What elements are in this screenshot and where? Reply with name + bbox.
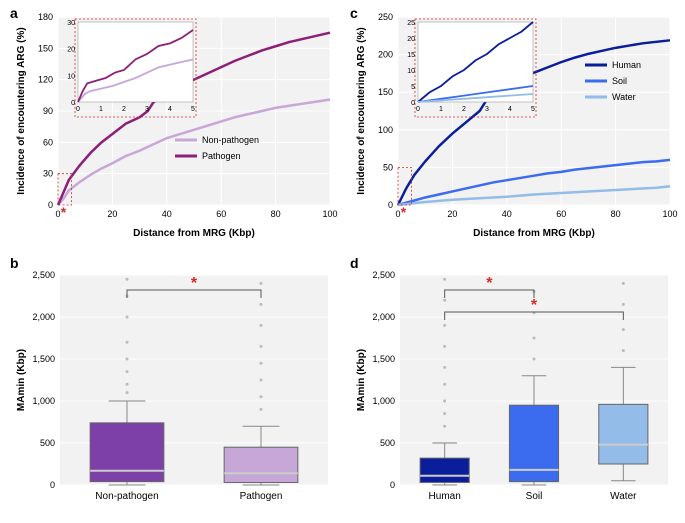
svg-text:100: 100	[322, 209, 337, 219]
svg-text:2,500: 2,500	[372, 270, 395, 280]
svg-text:2,000: 2,000	[32, 312, 55, 322]
box-chart-d: 0 500 1,000 1,500 2,000 2,500 Human Soil Water MA…	[350, 255, 680, 510]
svg-text:200: 200	[378, 50, 393, 60]
svg-text:150: 150	[378, 87, 393, 97]
svg-text:MAmin (Kbp): MAmin (Kbp)	[16, 349, 27, 411]
svg-text:0: 0	[388, 200, 393, 210]
svg-text:Distance from MRG (Kbp): Distance from MRG (Kbp)	[133, 228, 255, 239]
svg-text:0: 0	[390, 480, 395, 490]
svg-text:Incidence of encountering ARG: Incidence of encountering ARG (%)	[16, 27, 27, 194]
svg-text:2: 2	[462, 106, 466, 113]
svg-text:3: 3	[145, 106, 149, 113]
svg-text:Pathogen: Pathogen	[202, 151, 241, 161]
svg-text:4: 4	[508, 106, 512, 113]
svg-text:Water: Water	[610, 491, 637, 502]
svg-text:10: 10	[67, 73, 75, 80]
svg-text:0: 0	[411, 100, 415, 107]
svg-text:MAmin (Kbp): MAmin (Kbp)	[356, 349, 367, 411]
panel-d-label: d	[350, 255, 359, 271]
svg-text:15: 15	[407, 52, 415, 59]
svg-text:2,000: 2,000	[372, 312, 395, 322]
svg-text:Water: Water	[612, 92, 636, 102]
svg-text:4: 4	[168, 106, 172, 113]
svg-text:Human: Human	[429, 491, 461, 502]
svg-text:1: 1	[99, 106, 103, 113]
svg-text:100: 100	[378, 125, 393, 135]
svg-text:5: 5	[191, 106, 195, 113]
svg-text:Human: Human	[612, 60, 641, 70]
svg-text:30: 30	[43, 169, 53, 179]
panel-b: b 0 500 1,000 1,500 2,000 2,500 Non-pathogen Pa…	[10, 255, 340, 510]
svg-text:40: 40	[502, 209, 512, 219]
svg-text:500: 500	[40, 438, 55, 448]
svg-text:60: 60	[43, 137, 53, 147]
svg-text:5: 5	[531, 106, 535, 113]
panel-b-label: b	[10, 255, 19, 271]
svg-text:60: 60	[216, 209, 226, 219]
svg-text:5: 5	[411, 84, 415, 91]
svg-text:60: 60	[556, 209, 566, 219]
svg-text:20: 20	[107, 209, 117, 219]
svg-text:180: 180	[38, 12, 53, 22]
svg-text:2: 2	[122, 106, 126, 113]
svg-text:80: 80	[611, 209, 621, 219]
svg-text:100: 100	[662, 209, 677, 219]
svg-text:500: 500	[380, 438, 395, 448]
svg-text:*: *	[401, 204, 407, 220]
svg-text:20: 20	[447, 209, 457, 219]
svg-text:*: *	[61, 204, 67, 220]
svg-text:*: *	[191, 275, 198, 292]
panel-c: c 050100150200250020406080100Distance fr…	[350, 5, 680, 240]
svg-text:*: *	[486, 275, 493, 292]
svg-text:30: 30	[67, 20, 75, 27]
svg-text:*: *	[531, 297, 538, 314]
svg-text:20: 20	[407, 36, 415, 43]
svg-text:Distance from MRG (Kbp): Distance from MRG (Kbp)	[473, 228, 595, 239]
panel-d: d 0 500 1,000 1,500 2,000 2,500 Human Soil Water…	[350, 255, 680, 510]
svg-text:250: 250	[378, 12, 393, 22]
panel-c-label: c	[350, 5, 358, 21]
svg-text:40: 40	[162, 209, 172, 219]
svg-text:1,000: 1,000	[372, 396, 395, 406]
svg-text:0: 0	[50, 480, 55, 490]
svg-text:3: 3	[485, 106, 489, 113]
svg-text:0: 0	[76, 106, 80, 113]
line-chart-a: 0306090120150180020406080100Distance fro…	[10, 5, 340, 240]
svg-text:Non-pathogen: Non-pathogen	[95, 491, 158, 502]
svg-text:20: 20	[67, 47, 75, 54]
svg-text:50: 50	[383, 162, 393, 172]
svg-text:Non-pathogen: Non-pathogen	[202, 135, 259, 145]
panel-a-label: a	[10, 5, 18, 21]
svg-text:Soil: Soil	[526, 491, 543, 502]
svg-text:0: 0	[416, 106, 420, 113]
svg-text:90: 90	[43, 106, 53, 116]
svg-text:1: 1	[439, 106, 443, 113]
svg-text:1,000: 1,000	[32, 396, 55, 406]
svg-text:2,500: 2,500	[32, 270, 55, 280]
svg-text:0: 0	[71, 100, 75, 107]
svg-text:80: 80	[271, 209, 281, 219]
svg-text:25: 25	[407, 20, 415, 27]
svg-text:Pathogen: Pathogen	[240, 491, 283, 502]
svg-text:10: 10	[407, 68, 415, 75]
svg-text:1,500: 1,500	[372, 354, 395, 364]
svg-text:0: 0	[48, 200, 53, 210]
panel-a: a 0306090120150180020406080100Distance f…	[10, 5, 340, 240]
svg-text:Incidence of encountering ARG: Incidence of encountering ARG (%)	[356, 27, 367, 194]
svg-text:Soil: Soil	[612, 76, 627, 86]
svg-text:150: 150	[38, 43, 53, 53]
line-chart-c: 050100150200250020406080100Distance from…	[350, 5, 680, 240]
svg-text:120: 120	[38, 75, 53, 85]
box-chart-b: 0 500 1,000 1,500 2,000 2,500 Non-pathogen Path…	[10, 255, 340, 510]
svg-text:1,500: 1,500	[32, 354, 55, 364]
